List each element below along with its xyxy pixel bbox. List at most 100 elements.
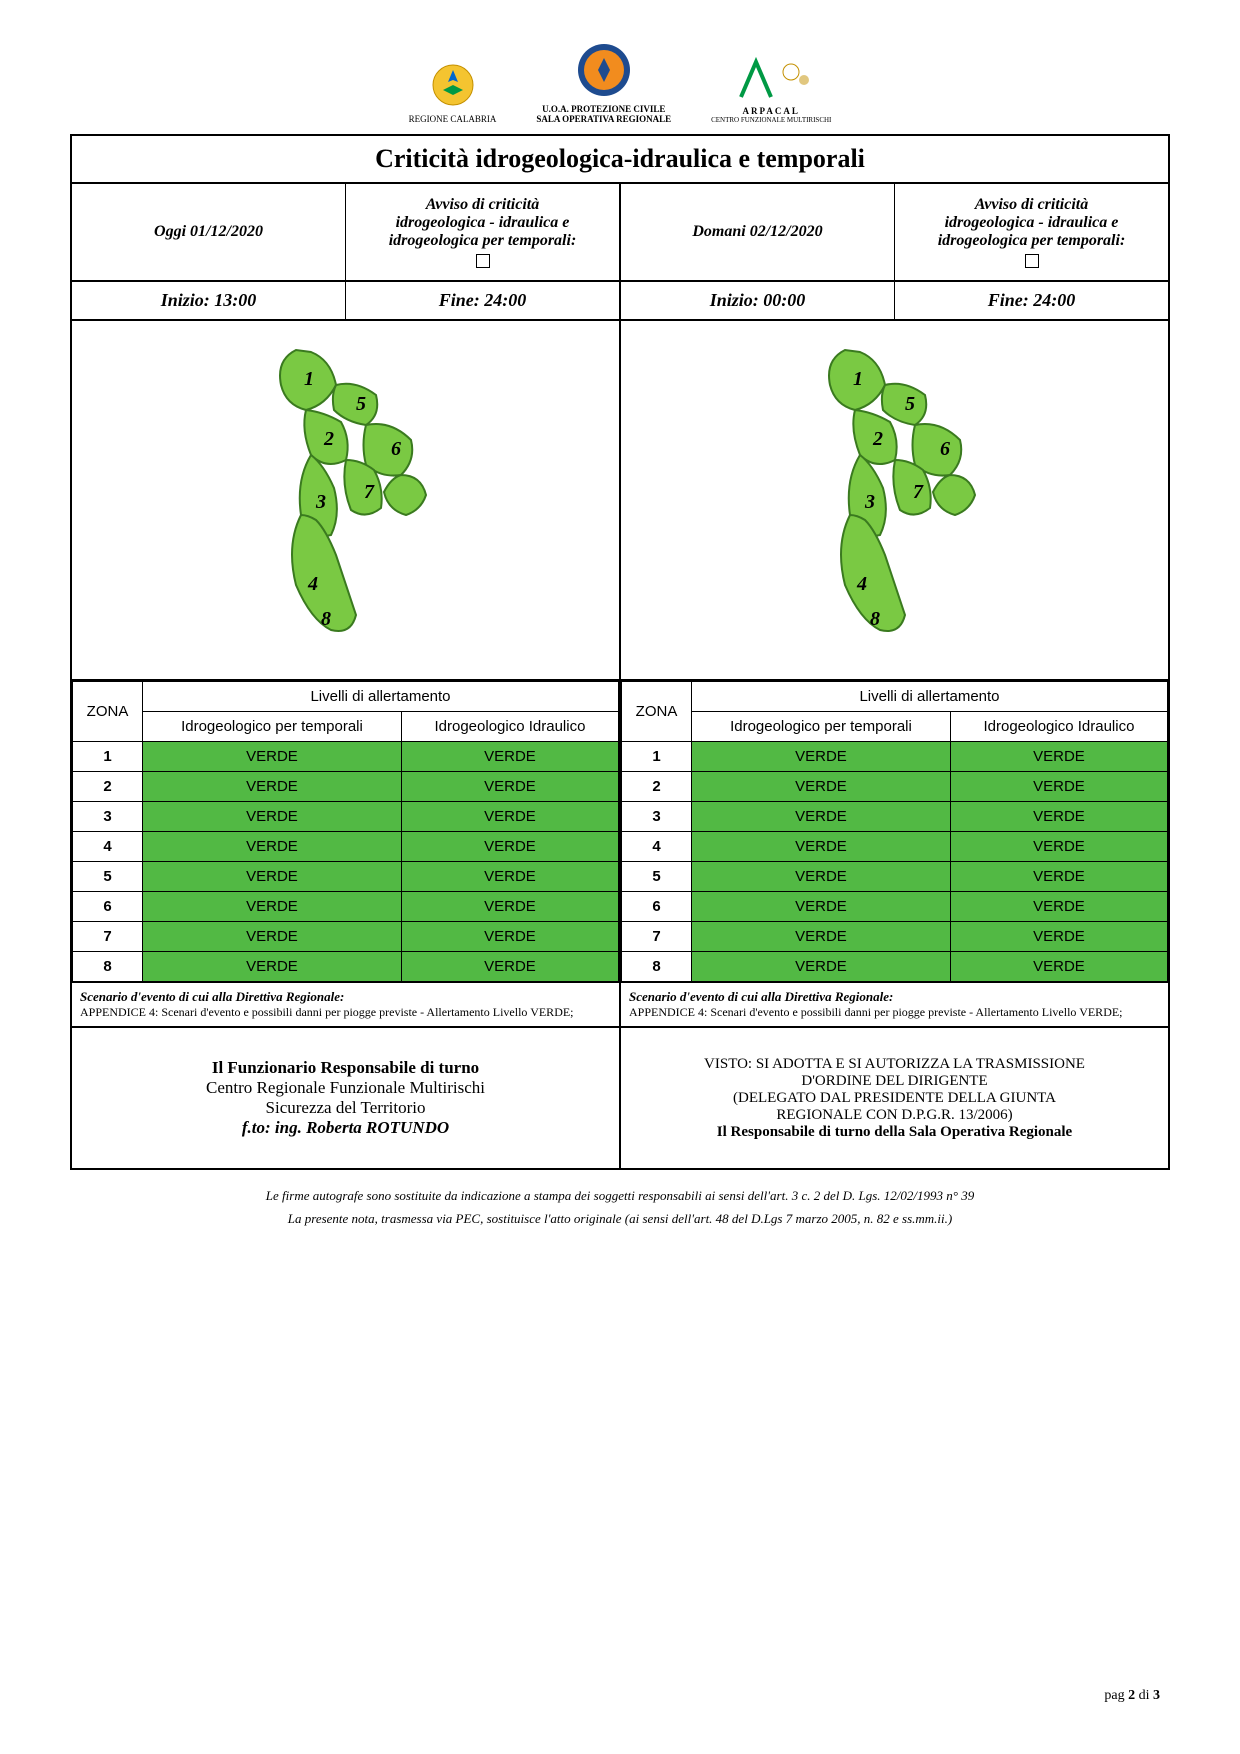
arpacal-icon [726, 52, 816, 102]
tomorrow-avviso-l3: idrogeologica per temporali: [938, 232, 1126, 250]
sign-right-l4: REGIONALE CON D.P.G.R. 13/2006) [637, 1107, 1152, 1124]
today-avviso-l3: idrogeologica per temporali: [389, 232, 577, 250]
svg-text:7: 7 [364, 481, 375, 503]
tomorrow-scenario: Scenario d'evento di cui alla Direttiva … [621, 982, 1168, 1028]
level-temporali: VERDE [143, 832, 402, 862]
table-row: 4VERDEVERDE [73, 832, 619, 862]
svg-text:4: 4 [307, 573, 318, 595]
table-row: 8VERDEVERDE [622, 952, 1168, 982]
svg-text:8: 8 [321, 608, 331, 630]
today-checkbox [476, 254, 490, 268]
th-livelli: Livelli di allertamento [143, 682, 619, 712]
table-row: 3VERDEVERDE [622, 802, 1168, 832]
svg-text:2: 2 [872, 428, 883, 450]
level-temporali: VERDE [143, 742, 402, 772]
table-row: 7VERDEVERDE [73, 922, 619, 952]
level-temporali: VERDE [143, 952, 402, 982]
scenario-body-2: APPENDICE 4: Scenari d'evento e possibil… [629, 1005, 1160, 1020]
level-idraulico: VERDE [950, 772, 1167, 802]
th-zona: ZONA [73, 682, 143, 742]
tomorrow-zone-table: ZONA Livelli di allertamento Idrogeologi… [621, 681, 1168, 982]
today-date: Oggi 01/12/2020 [72, 184, 346, 280]
today-avviso-l1: Avviso di criticità [426, 196, 539, 214]
level-idraulico: VERDE [950, 922, 1167, 952]
table-row: 7VERDEVERDE [622, 922, 1168, 952]
table-row: 2VERDEVERDE [73, 772, 619, 802]
table-row: 4VERDEVERDE [622, 832, 1168, 862]
table-row: 3VERDEVERDE [73, 802, 619, 832]
tomorrow-avviso-l1: Avviso di criticità [975, 196, 1088, 214]
level-temporali: VERDE [143, 922, 402, 952]
level-temporali: VERDE [143, 802, 402, 832]
level-idraulico: VERDE [950, 802, 1167, 832]
table-row: 6VERDEVERDE [73, 892, 619, 922]
th-livelli-2: Livelli di allertamento [692, 682, 1168, 712]
zone-number: 8 [622, 952, 692, 982]
zone-number: 1 [73, 742, 143, 772]
sign-right-l2: D'ORDINE DEL DIRIGENTE [637, 1073, 1152, 1090]
svg-text:5: 5 [356, 393, 366, 415]
svg-text:1: 1 [304, 368, 314, 390]
svg-text:1: 1 [853, 368, 863, 390]
scenario-body: APPENDICE 4: Scenari d'evento e possibil… [80, 1005, 611, 1020]
zone-number: 5 [73, 862, 143, 892]
today-column: Oggi 01/12/2020 Avviso di criticità idro… [72, 184, 621, 1168]
logo-arpacal-label: ARPACAL [711, 106, 831, 116]
table-row: 2VERDEVERDE [622, 772, 1168, 802]
table-row: 6VERDEVERDE [622, 892, 1168, 922]
sign-left-l3: Sicurezza del Territorio [88, 1098, 603, 1118]
zone-number: 7 [73, 922, 143, 952]
level-idraulico: VERDE [401, 802, 618, 832]
calabria-map-tomorrow: 1 5 2 6 7 3 4 8 [765, 330, 1025, 670]
svg-text:2: 2 [323, 428, 334, 450]
today-avviso: Avviso di criticità idrogeologica - idra… [346, 184, 619, 280]
level-temporali: VERDE [692, 742, 951, 772]
sign-right-l1: VISTO: SI ADOTTA E SI AUTORIZZA LA TRASM… [637, 1056, 1152, 1073]
zone-number: 2 [622, 772, 692, 802]
zone-number: 4 [622, 832, 692, 862]
svg-text:3: 3 [315, 491, 326, 513]
level-idraulico: VERDE [950, 952, 1167, 982]
logo-protezione-l1: U.O.A. PROTEZIONE CIVILE [536, 104, 671, 114]
logo-arpacal-sub: CENTRO FUNZIONALE MULTIRISCHI [711, 116, 831, 124]
logo-regione-label: REGIONE CALABRIA [409, 114, 497, 124]
table-row: 5VERDEVERDE [622, 862, 1168, 892]
table-row: 5VERDEVERDE [73, 862, 619, 892]
level-temporali: VERDE [692, 832, 951, 862]
zone-number: 3 [622, 802, 692, 832]
svg-text:6: 6 [391, 438, 401, 460]
footnote-2: La presente nota, trasmessa via PEC, sos… [70, 1207, 1170, 1230]
sign-left: Il Funzionario Responsabile di turno Cen… [72, 1028, 619, 1168]
level-idraulico: VERDE [950, 742, 1167, 772]
th-col1: Idrogeologico per temporali [143, 712, 402, 742]
tomorrow-avviso: Avviso di criticità idrogeologica - idra… [895, 184, 1168, 280]
today-scenario: Scenario d'evento di cui alla Direttiva … [72, 982, 619, 1028]
level-idraulico: VERDE [950, 892, 1167, 922]
svg-text:4: 4 [856, 573, 867, 595]
zone-number: 6 [622, 892, 692, 922]
level-idraulico: VERDE [401, 862, 618, 892]
header-logos: REGIONE CALABRIA U.O.A. PROTEZIONE CIVIL… [70, 40, 1170, 124]
level-idraulico: VERDE [401, 892, 618, 922]
protezione-icon [574, 40, 634, 100]
today-map: 1 5 2 6 7 3 4 8 [72, 321, 619, 681]
zone-number: 1 [622, 742, 692, 772]
logo-protezione: U.O.A. PROTEZIONE CIVILE SALA OPERATIVA … [536, 40, 671, 124]
level-temporali: VERDE [692, 922, 951, 952]
level-temporali: VERDE [692, 952, 951, 982]
level-temporali: VERDE [143, 772, 402, 802]
th-col1-2: Idrogeologico per temporali [692, 712, 951, 742]
tomorrow-map: 1 5 2 6 7 3 4 8 [621, 321, 1168, 681]
scenario-title-2: Scenario d'evento di cui alla Direttiva … [629, 989, 1160, 1005]
th-zona-2: ZONA [622, 682, 692, 742]
zone-number: 2 [73, 772, 143, 802]
tomorrow-inizio: Inizio: 00:00 [621, 282, 895, 319]
tomorrow-fine: Fine: 24:00 [895, 282, 1168, 319]
today-fine: Fine: 24:00 [346, 282, 619, 319]
level-temporali: VERDE [143, 862, 402, 892]
logo-arpacal: ARPACAL CENTRO FUNZIONALE MULTIRISCHI [711, 52, 831, 124]
svg-text:7: 7 [913, 481, 924, 503]
page-number: pag 2 di 3 [1104, 1688, 1160, 1704]
today-avviso-l2: idrogeologica - idraulica e [396, 214, 570, 232]
sign-left-l4: f.to: ing. Roberta ROTUNDO [88, 1118, 603, 1138]
